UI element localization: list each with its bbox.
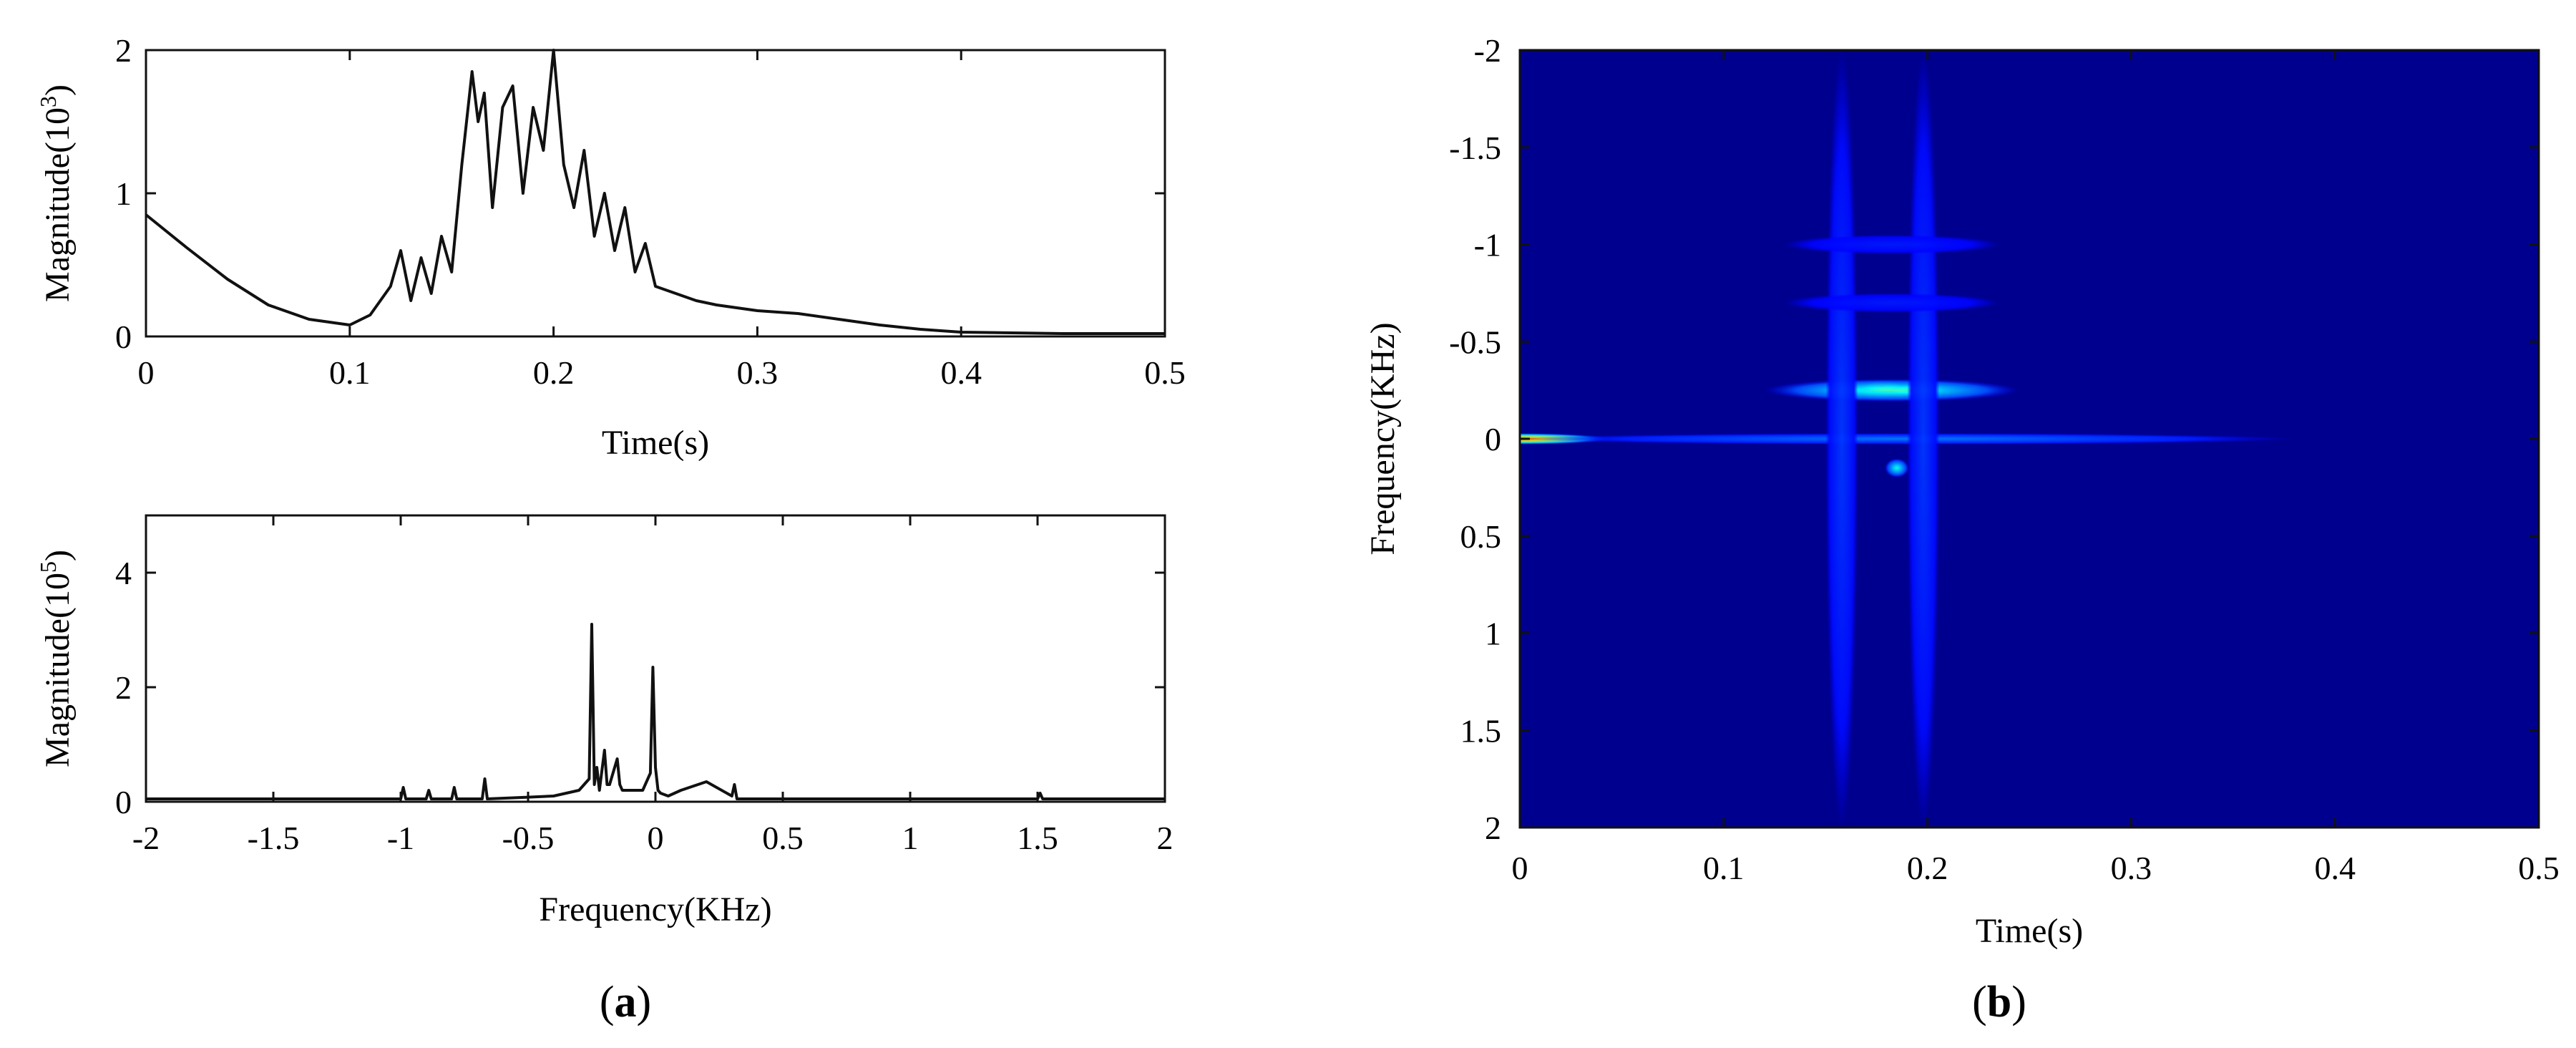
time-signal-y-tick-label: 2: [115, 32, 132, 69]
spectrum-x-axis-label: Frequency(KHz): [539, 891, 771, 928]
time-signal-x-tick-label: 0.2: [533, 354, 575, 391]
heatmap-x-tick-label: 0.5: [2518, 850, 2560, 886]
spectrum-x-tick-label: -0.5: [502, 820, 555, 856]
heatmap-x-tick-label: 0: [1512, 850, 1528, 886]
spectrum-x-tick-label: -1: [387, 820, 414, 856]
spectrum-y-tick-label: 4: [115, 555, 132, 591]
spectrum-x-tick-label: 1: [902, 820, 919, 856]
heatmap-vertical-streak: [1825, 50, 1858, 828]
time-signal-x-tick-label: 0.5: [1144, 354, 1186, 391]
heatmap-x-tick-label: 0.1: [1703, 850, 1745, 886]
heatmap-y-tick-label: -1.5: [1449, 130, 1501, 166]
heatmap-x-tick-label: 0.4: [2314, 850, 2356, 886]
spectrum-x-tick-label: -1.5: [248, 820, 300, 856]
time-signal-x-tick-label: 0.1: [329, 354, 371, 391]
spectrum-x-tick-label: 0.5: [762, 820, 804, 856]
heatmap-x-tick-label: 0.3: [2111, 850, 2152, 886]
time-signal-x-tick-label: 0.4: [940, 354, 982, 391]
heatmap-y-tick-label: -2: [1474, 32, 1501, 69]
heatmap-y-tick-label: 1.5: [1460, 712, 1502, 749]
time-signal-y-axis-label: Magnitude(103): [35, 84, 77, 302]
panel-label-a: (a): [600, 978, 651, 1027]
time-signal-plot-frame: [145, 49, 1166, 338]
spectrum-y-axis-label: Magnitude(105): [35, 550, 77, 767]
time-frequency-heatmap: 0 0.1 0.2 0.3 0.4 0.5 -2 -1.5 -1 -0.5 0 0.5 1 1.5 2 Ti…: [1364, 32, 2560, 950]
heatmap-vertical-streak: [1907, 50, 1940, 828]
heatmap-peak: [1884, 458, 1909, 478]
time-signal-y-tick-label: 1: [115, 175, 132, 212]
heatmap-band: [1785, 234, 1999, 255]
time-signal-x-tick-label: 0: [138, 354, 155, 391]
heatmap-y-tick-label: -1: [1474, 227, 1501, 263]
time-signal-x-tick-label: 0.3: [737, 354, 779, 391]
spectrum-line: [146, 623, 1165, 800]
heatmap-band: [1764, 378, 2019, 402]
heatmap-x-axis-label: Time(s): [1976, 912, 2083, 950]
heatmap-band: [1785, 293, 1999, 313]
spectrum-x-tick-label: -2: [132, 820, 160, 856]
heatmap-y-tick-label: 0.5: [1460, 518, 1502, 555]
heatmap-y-tick-label: 0: [1485, 421, 1501, 457]
heatmap-y-tick-label: -0.5: [1449, 324, 1501, 360]
time-signal-y-tick-label: 0: [115, 319, 132, 355]
heatmap-y-axis-label: Frequency(KHz): [1364, 322, 1402, 555]
time-signal-chart: 0 0.1 0.2 0.3 0.4 0.5 0 1 2 Time(s) Magnitude(10…: [35, 32, 1186, 462]
heatmap-plot-frame: [1518, 49, 2540, 829]
heatmap-y-tick-label: 2: [1485, 810, 1501, 846]
spectrum-plot-frame: [145, 514, 1166, 803]
heatmap-x-tick-label: 0.2: [1907, 850, 1948, 886]
spectrum-y-tick-label: 2: [115, 669, 132, 706]
spectrum-x-tick-label: 0: [648, 820, 664, 856]
spectrum-y-tick-label: 0: [115, 784, 132, 820]
time-signal-line: [145, 49, 1165, 335]
spectrum-x-tick-label: 1.5: [1017, 820, 1058, 856]
panel-label-b: (b): [1972, 978, 2026, 1027]
heatmap-y-tick-label: 1: [1485, 616, 1501, 652]
time-signal-x-axis-label: Time(s): [602, 424, 709, 462]
spectrum-x-tick-label: 2: [1157, 820, 1174, 856]
